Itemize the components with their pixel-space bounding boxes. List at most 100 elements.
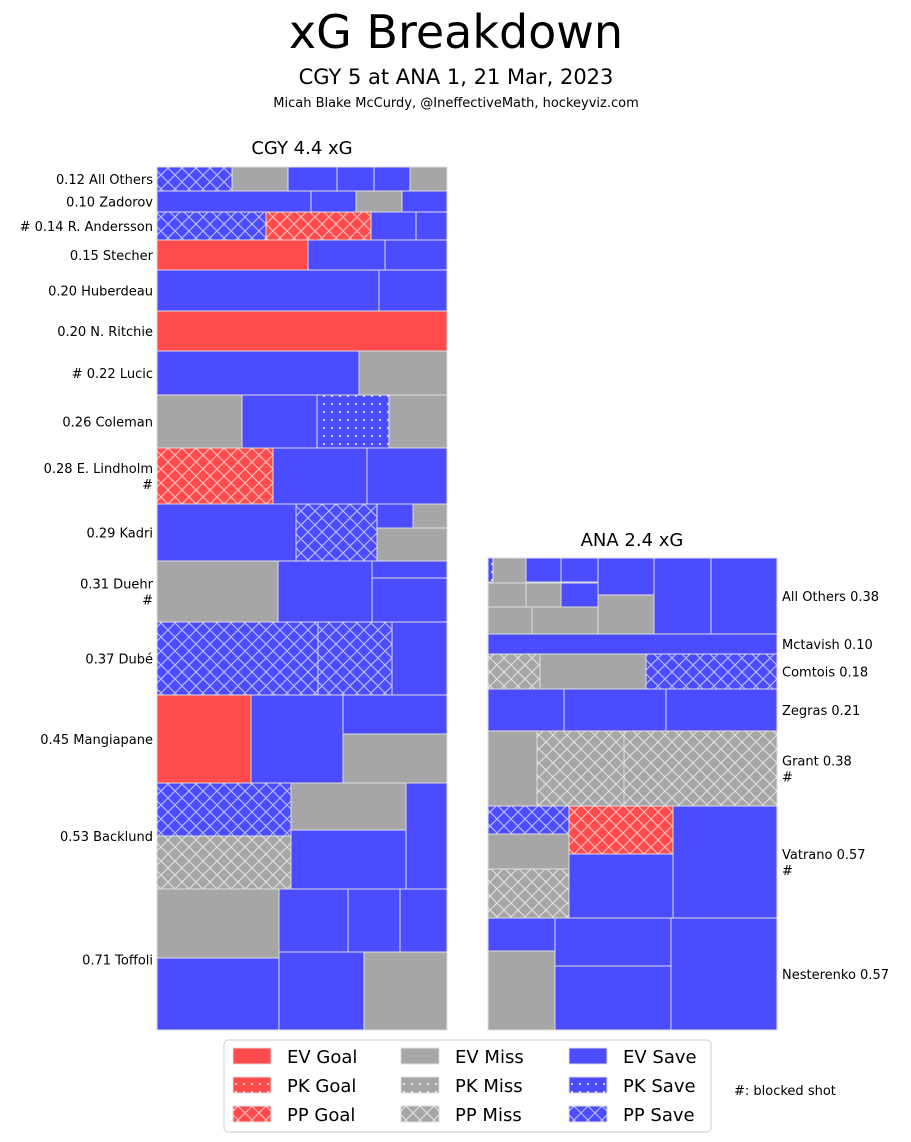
shot-pk-save [316, 394, 390, 449]
legend-label: EV Save [623, 1047, 697, 1068]
legend-swatch-pk-goal [232, 1076, 272, 1094]
legend-swatch-ev-save [568, 1047, 608, 1065]
shot-pp-save [156, 621, 319, 696]
shot-ev-save [287, 166, 338, 192]
shot-ev-save [568, 853, 674, 919]
shot-ev-save [405, 782, 448, 890]
shot-ev-save [665, 688, 778, 732]
player-label: 0.20 N. Ritchie [57, 325, 153, 340]
cgy-panel-title: CGY 4.4 xG [251, 138, 352, 159]
shot-ev-miss [539, 653, 647, 690]
blocked-marker: # [142, 594, 153, 609]
shot-ev-save [278, 951, 365, 1031]
shot-ev-miss [342, 733, 448, 784]
legend-label: PP Save [623, 1105, 695, 1126]
shot-ev-save [670, 917, 778, 1031]
shot-pp-save [156, 782, 292, 837]
player-label: Zegras 0.21 [782, 704, 860, 719]
player-label: 0.12 All Others [56, 173, 153, 188]
player-label: 0.29 Kadri [86, 527, 153, 542]
shot-ev-miss [531, 606, 599, 635]
shot-pp-miss [487, 868, 570, 919]
legend-label: EV Goal [287, 1047, 357, 1068]
player-label: 0.31 Duehr [80, 578, 154, 593]
shot-ev-save [653, 557, 712, 635]
shot-ev-save [415, 211, 448, 241]
player-label: # 0.14 R. Andersson [20, 220, 153, 235]
legend-label: PK Goal [287, 1076, 356, 1097]
player-label: 0.10 Zadorov [66, 196, 153, 211]
legend-swatch-pp-miss [400, 1105, 440, 1123]
shot-ev-save [277, 560, 373, 623]
player-label: Nesterenko 0.57 [782, 968, 889, 983]
player-label: 0.26 Coleman [62, 416, 153, 431]
shot-pp-save [156, 166, 233, 192]
shot-pp-save [645, 653, 778, 690]
shot-ev-save [342, 694, 448, 735]
shot-ev-miss [487, 606, 533, 635]
legend-label: PP Miss [455, 1105, 522, 1126]
legend-swatch-pk-miss [400, 1076, 440, 1094]
player-label: 0.71 Toffoli [82, 954, 153, 969]
shot-ev-miss [363, 951, 448, 1031]
chart-title: xG Breakdown [289, 5, 623, 59]
shot-ev-save [156, 190, 312, 213]
shot-ev-miss [525, 582, 562, 608]
shot-ev-save [278, 888, 349, 953]
player-label: Vatrano 0.57 [782, 848, 866, 863]
player-label: 0.28 E. Lindholm [44, 462, 153, 477]
shot-ev-miss [156, 394, 243, 449]
shot-ev-save [560, 557, 599, 583]
shot-ev-save [391, 621, 448, 696]
shot-ev-save [371, 577, 448, 623]
shot-ev-save [250, 694, 344, 784]
shot-ev-goal [156, 694, 252, 784]
shot-ev-save [310, 190, 357, 213]
shot-ev-save [156, 350, 360, 396]
player-label: Grant 0.38 [782, 755, 852, 770]
shot-ev-miss [290, 782, 407, 831]
shot-ev-save [307, 239, 386, 271]
blocked-marker: # [142, 478, 153, 493]
shot-ev-miss [487, 833, 570, 870]
shot-ev-save [370, 211, 417, 241]
shot-ev-save [366, 447, 448, 505]
shot-pp-save [487, 805, 570, 835]
shot-ev-goal [156, 239, 309, 271]
shot-ev-save [347, 888, 401, 953]
shot-ev-save [560, 582, 599, 608]
shot-ev-miss [487, 950, 556, 1031]
shot-ev-save [710, 557, 778, 635]
shot-pp-save [295, 503, 378, 562]
shot-ev-miss [412, 503, 448, 529]
legend-swatch-pk-save [568, 1076, 608, 1094]
shot-pp-goal [568, 805, 674, 855]
legend-swatch-ev-miss [400, 1047, 440, 1065]
shot-ev-save [156, 503, 297, 562]
shot-ev-save [290, 829, 407, 890]
shot-ev-miss [376, 527, 448, 562]
shot-ev-miss [358, 350, 448, 396]
shot-ev-save [487, 917, 556, 952]
shot-ev-save [399, 888, 448, 953]
shot-pp-goal [156, 447, 274, 505]
player-label: 0.45 Mangiapane [40, 733, 153, 748]
player-label: 0.37 Dubé [85, 653, 153, 668]
shot-ev-save [336, 166, 375, 192]
legend-label: PK Miss [455, 1076, 523, 1097]
ana-panel-title: ANA 2.4 xG [581, 530, 684, 551]
shot-pk-save [487, 557, 494, 583]
shot-ev-save [597, 557, 655, 596]
player-label: Comtois 0.18 [782, 666, 868, 681]
shot-pp-save [156, 211, 267, 241]
blocked-marker: # [782, 864, 793, 879]
chart-credit: Micah Blake McCurdy, @IneffectiveMath, h… [273, 96, 639, 111]
shot-ev-save [525, 557, 562, 583]
shot-ev-miss [156, 888, 280, 959]
shot-pp-miss [623, 730, 778, 807]
shot-pp-save [317, 621, 393, 696]
player-label: # 0.22 Lucic [72, 367, 153, 382]
shot-ev-save [487, 633, 778, 655]
shot-ev-save [554, 917, 672, 967]
